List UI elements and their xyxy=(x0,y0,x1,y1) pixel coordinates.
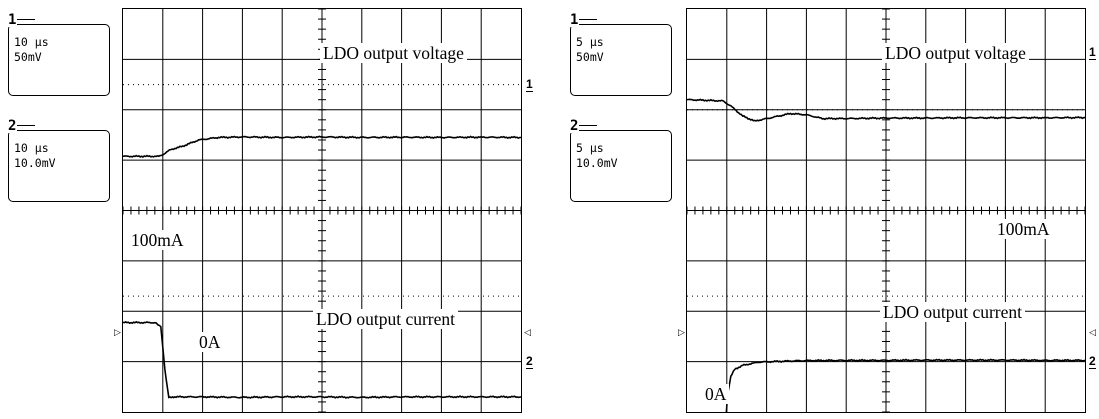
ch1-volts-div: 50mV xyxy=(14,50,42,64)
ch1-volts-div: 50mV xyxy=(576,50,604,64)
ch2-volts-div: 10.0mV xyxy=(576,156,618,170)
ch2-settings-box: 2 10 μs 10.0mV xyxy=(7,119,110,202)
current-high-label: 100mA xyxy=(128,230,187,250)
ch2-settings-box: 2 5 μs 10.0mV xyxy=(569,119,672,202)
trigger-right-icon: ◁ xyxy=(1089,328,1096,338)
ch1-number: 1 xyxy=(7,12,18,28)
ch1-time-div: 5 μs xyxy=(576,35,604,49)
ch2-trace-marker: 2 xyxy=(526,354,533,369)
ch1-trace-marker: 1 xyxy=(1089,45,1096,60)
voltage-trace-label: LDO output voltage xyxy=(882,43,1029,63)
trigger-left-icon: ▷ xyxy=(678,328,685,338)
scope-plot-left xyxy=(123,9,521,412)
scope-plot-right xyxy=(687,9,1085,412)
current-trace-line xyxy=(123,320,521,399)
current-trace-line xyxy=(725,358,1085,412)
ch1-number: 1 xyxy=(569,12,580,28)
ch1-settings-box: 1 10 μs 50mV xyxy=(7,13,110,96)
scope-panel-right: 1 5 μs 50mV 2 5 μs 10.0mV LDO output vol… xyxy=(562,0,1099,419)
ch1-time-div: 10 μs xyxy=(14,35,49,49)
trigger-left-icon: ▷ xyxy=(114,328,121,338)
current-high-label: 100mA xyxy=(994,219,1053,239)
ch2-time-div: 5 μs xyxy=(576,141,604,155)
scope-screen-left xyxy=(122,8,522,413)
ch2-number: 2 xyxy=(569,118,580,134)
voltage-trace-line xyxy=(687,98,1085,122)
ch2-time-div: 10 μs xyxy=(14,141,49,155)
ch2-volts-div: 10.0mV xyxy=(14,156,56,170)
ch2-trace-marker: 2 xyxy=(1089,354,1096,369)
center-ticks xyxy=(687,9,1085,412)
ch1-settings-box: 1 5 μs 50mV xyxy=(569,13,672,96)
current-low-label: 0A xyxy=(702,384,730,404)
ch1-trace-marker: 1 xyxy=(526,77,533,92)
current-trace-label: LDO output current xyxy=(313,309,458,329)
ch2-number: 2 xyxy=(7,118,18,134)
current-trace-label: LDO output current xyxy=(880,302,1025,322)
voltage-trace-label: LDO output voltage xyxy=(320,43,467,63)
voltage-trace-line xyxy=(123,135,521,158)
scope-panel-left: 1 10 μs 50mV 2 10 μs 10.0mV LDO output v… xyxy=(7,8,533,413)
scope-screen-right xyxy=(686,8,1086,413)
current-low-label: 0A xyxy=(196,332,224,352)
trigger-right-icon: ◁ xyxy=(524,328,531,338)
